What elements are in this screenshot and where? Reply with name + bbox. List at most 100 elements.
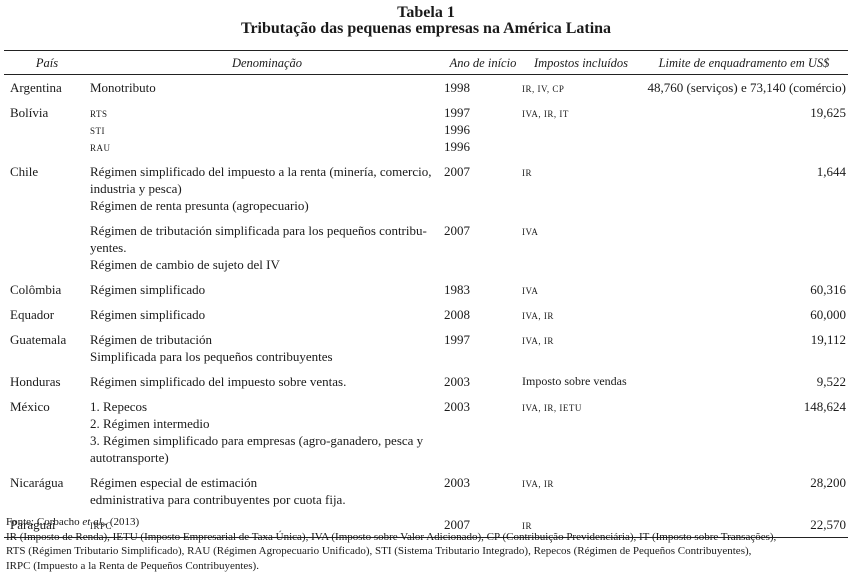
start-year: 2008 xyxy=(444,307,470,322)
taxes: IR xyxy=(522,517,532,532)
cell: 60,316 xyxy=(640,277,848,302)
table-row: Régimen de tributación simplificada para… xyxy=(4,218,848,277)
regime-line: edministrativa para contribuyentes por c… xyxy=(90,492,346,507)
cell: Monotributo xyxy=(90,75,444,101)
start-year: 1996 xyxy=(444,122,470,137)
regime-line: Régimen de renta presunta (agropecuario) xyxy=(90,198,309,213)
cell: Régimen de tributación Simplificada para … xyxy=(90,327,444,369)
cell: 2003 xyxy=(444,369,522,394)
cell: 9,522 xyxy=(640,369,848,394)
regime-line: RTS xyxy=(90,105,108,120)
taxes: IVA, IR xyxy=(522,332,554,347)
country: Colômbia xyxy=(10,282,62,297)
table: País Denominação Ano de início Impostos inc… xyxy=(4,50,848,538)
regime-line: Régimen de cambio de sujeto del IV xyxy=(90,257,280,272)
regime-line: autotransporte) xyxy=(90,450,169,465)
cell xyxy=(4,218,90,277)
start-year: 2007 xyxy=(444,517,470,532)
cell: Colômbia xyxy=(4,277,90,302)
cell: IVA, IR xyxy=(522,470,640,512)
cell: México xyxy=(4,394,90,470)
table-number: Tabela 1 xyxy=(397,4,455,21)
limit: 19,112 xyxy=(810,332,846,347)
limit: 19,625 xyxy=(810,105,846,120)
column-header: Denominação xyxy=(90,50,444,75)
cell: 1983 xyxy=(444,277,522,302)
taxes: IR, IV, CP xyxy=(522,80,565,95)
cell: IR, IV, CP xyxy=(522,75,640,101)
column-header: Limite de enquadramento em US$ xyxy=(640,50,848,75)
cell: 19,112 xyxy=(640,327,848,369)
taxes: IVA, IR xyxy=(522,307,554,322)
cell: 60,000 xyxy=(640,302,848,327)
regime-line: Régimen simplificado xyxy=(90,307,206,322)
regime-line: industria y pesca) xyxy=(90,181,182,196)
cell: 2008 xyxy=(444,302,522,327)
cell: IVA xyxy=(522,277,640,302)
table-row: Chile Régimen simplificado del impuesto a… xyxy=(4,159,848,218)
cell: Imposto sobre vendas xyxy=(522,369,640,394)
limit: 1,644 xyxy=(816,164,846,179)
regime-line: Régimen especial de estimación xyxy=(90,475,258,490)
note-line: IRPC (Impuesto a la Renta de Pequeños Co… xyxy=(6,559,259,572)
cell: Régimen simplificado xyxy=(90,277,444,302)
table-row: Guatemala Régimen de tributación Simplific… xyxy=(4,327,848,369)
country: Honduras xyxy=(10,374,61,389)
cell: 1,644 xyxy=(640,159,848,218)
cell: 2003 xyxy=(444,394,522,470)
cell: Régimen especial de estimación edministra… xyxy=(90,470,444,512)
cell: 22,570 xyxy=(640,512,848,538)
cell: Chile xyxy=(4,159,90,218)
cell: IVA, IR, IETU xyxy=(522,394,640,470)
cell: 19,625 xyxy=(640,100,848,159)
cell: 2007 xyxy=(444,159,522,218)
cell: 1998 xyxy=(444,75,522,101)
notes: Fonte: Corbacho et al.. (2013) IR (Impos… xyxy=(6,515,776,573)
cell: Guatemala xyxy=(4,327,90,369)
cell: Honduras xyxy=(4,369,90,394)
cell: Régimen simplificado del impuesto a la r… xyxy=(90,159,444,218)
cell: 1997 xyxy=(444,327,522,369)
regime-line: STI xyxy=(90,122,105,137)
start-year: 2007 xyxy=(444,223,470,238)
country: Chile xyxy=(10,164,39,179)
source-text: Fonte: Corbacho xyxy=(6,516,83,528)
taxes: IR xyxy=(522,164,532,179)
cell: Nicarágua xyxy=(4,470,90,512)
cell: IRPC xyxy=(90,512,444,538)
source-italic: et al. xyxy=(82,516,105,528)
cell: 28,200 xyxy=(640,470,848,512)
note-line: RTS (Régimen Tributario Simplificado), R… xyxy=(6,545,752,557)
taxes: IVA, IR xyxy=(522,475,554,490)
cell xyxy=(640,218,848,277)
table-row: Honduras Régimen simplificado del impuest… xyxy=(4,369,848,394)
note-line: IR (Imposto de Renda), IETU (Imposto Emp… xyxy=(6,530,777,543)
table-row: Colômbia Régimen simplificado 1983 IVA 60,31… xyxy=(4,277,848,302)
cell: Equador xyxy=(4,302,90,327)
cell: IVA, IR xyxy=(522,302,640,327)
regime-line: IRPC xyxy=(90,517,113,532)
column-header: Impostos incluídos xyxy=(522,50,640,75)
country: Guatemala xyxy=(10,332,67,347)
start-year: 2007 xyxy=(444,164,470,179)
limit: 60,316 xyxy=(810,282,846,297)
taxes: IVA, IR, IT xyxy=(522,105,569,120)
source-year: . (2013) xyxy=(104,516,140,528)
cell: RTS STI RAU xyxy=(90,100,444,159)
start-year: 1998 xyxy=(444,80,470,95)
regime-line: Simplificada para los pequeños contribuy… xyxy=(90,349,333,364)
country: México xyxy=(10,399,50,414)
cell: 1. Repecos 2. Régimen intermedio 3. Régime… xyxy=(90,394,444,470)
cell: Bolívia xyxy=(4,100,90,159)
cell: IR xyxy=(522,159,640,218)
regime-line: yentes. xyxy=(90,240,127,255)
table-row: Nicarágua Régimen especial de estimación e… xyxy=(4,470,848,512)
regime-line: Régimen simplificado del impuesto sobre … xyxy=(90,374,347,389)
start-year: 2003 xyxy=(444,399,470,414)
cell: 2003 xyxy=(444,470,522,512)
limit: 60,000 xyxy=(810,307,846,322)
cell: 48,760 (serviços) e 73,140 (comércio) xyxy=(640,75,848,101)
limit: 28,200 xyxy=(810,475,846,490)
regime-line: Régimen simplificado del impuesto a la r… xyxy=(90,164,432,179)
